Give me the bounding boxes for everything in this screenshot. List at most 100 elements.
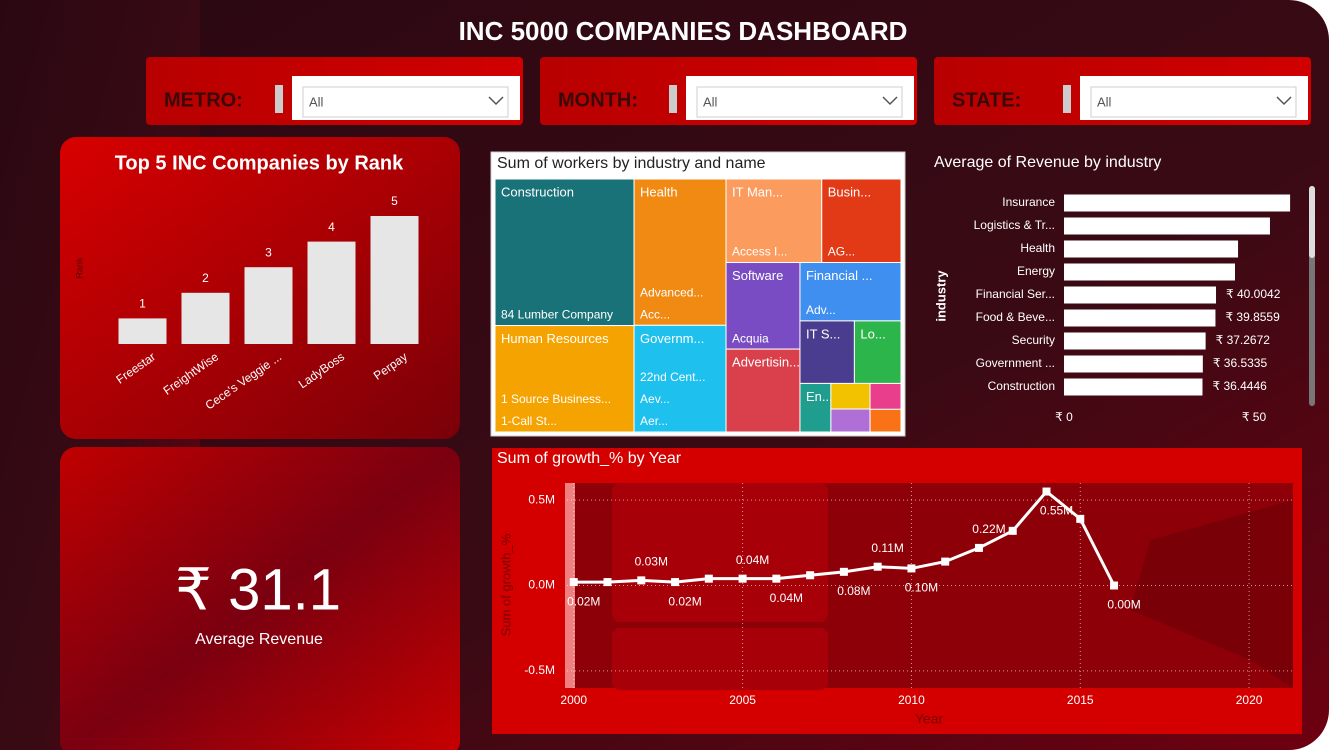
chart-title: Average of Revenue by industry: [934, 154, 1161, 171]
treemap-tile[interactable]: [725, 178, 823, 264]
tile-member: Aev...: [640, 392, 670, 406]
marker[interactable]: [873, 562, 882, 571]
y-axis-title: Rank: [74, 257, 84, 279]
treemap-tile[interactable]: [633, 324, 727, 433]
tile-label: Lo...: [860, 326, 885, 341]
tile-member: Acquia: [732, 331, 769, 345]
treemap-tile[interactable]: [821, 178, 902, 264]
y-tick-label: -0.5M: [524, 663, 555, 677]
data-label: 0.08M: [837, 584, 870, 598]
marker[interactable]: [941, 557, 950, 566]
y-tick-label: 0.0M: [528, 578, 555, 592]
y-tick-label: Insurance: [1002, 195, 1055, 209]
treemap-tile[interactable]: [633, 178, 727, 326]
tile-member: Adv...: [806, 303, 836, 317]
tile-member: Aer...: [640, 414, 668, 428]
data-label: ₹ 39.8559: [1225, 310, 1280, 324]
dashboard-title: INC 5000 COMPANIES DASHBOARD: [459, 16, 908, 46]
marker[interactable]: [1008, 526, 1017, 535]
tile-member: Access I...: [732, 245, 787, 259]
dropdown-value: All: [1097, 94, 1112, 109]
marker[interactable]: [603, 578, 612, 587]
tile-member: 1-Call St...: [501, 414, 557, 428]
dropdown[interactable]: [1090, 86, 1297, 118]
bar: [118, 318, 167, 344]
dropdown-chevron: [1276, 96, 1292, 106]
x-tick-label: ₹ 0: [1055, 410, 1073, 424]
treemap-tile[interactable]: [869, 382, 902, 410]
tile-member: 22nd Cent...: [640, 370, 705, 384]
scrollbar-thumb[interactable]: [1309, 186, 1315, 258]
data-label: 1: [139, 297, 146, 311]
data-label: 0.02M: [567, 594, 600, 608]
marker[interactable]: [1110, 581, 1119, 590]
tile-member: Advanced...: [640, 285, 703, 299]
data-label: ₹ 36.5335: [1213, 356, 1268, 370]
treemap-tile[interactable]: [869, 408, 902, 433]
decor-block: [612, 628, 828, 690]
x-tick-label: 2010: [898, 693, 925, 707]
data-label: 5: [391, 194, 398, 208]
marker[interactable]: [907, 564, 916, 573]
marker[interactable]: [637, 576, 646, 585]
dropdown-chevron: [488, 96, 504, 106]
bar: [1064, 194, 1291, 212]
marker[interactable]: [772, 574, 781, 583]
treemap-tile[interactable]: [725, 348, 801, 433]
marker[interactable]: [806, 571, 815, 580]
bar: [1064, 263, 1235, 281]
decor-shape: [1130, 500, 1293, 688]
tile-label: Health: [640, 184, 678, 199]
data-label: 4: [328, 220, 335, 234]
tile-member: AG...: [828, 245, 855, 259]
bar: [1064, 355, 1203, 373]
chart-title: Top 5 INC Companies by Rank: [115, 152, 404, 174]
tile-label: Busin...: [828, 184, 871, 199]
marker[interactable]: [974, 543, 983, 552]
bar: [1064, 286, 1217, 304]
data-label: 0.55M: [1040, 504, 1073, 518]
marker[interactable]: [671, 578, 680, 587]
dropdown-value: All: [309, 94, 324, 109]
filter-label: MONTH:: [558, 89, 638, 111]
marker[interactable]: [839, 567, 848, 576]
dropdown[interactable]: [302, 86, 509, 118]
data-label: 0.10M: [905, 581, 938, 595]
dropdown[interactable]: [696, 86, 903, 118]
tile-member: 1 Source Business...: [501, 392, 611, 406]
y-tick-label: Security: [1012, 333, 1055, 347]
bar: [1064, 309, 1216, 327]
chart-title: Sum of growth_% by Year: [497, 450, 682, 467]
tile-member: 84 Lumber Company: [501, 308, 613, 322]
filter-handle: [669, 85, 677, 113]
tile-label: En...: [806, 389, 833, 404]
treemap-tile[interactable]: [799, 320, 855, 384]
y-tick-label: 0.5M: [528, 492, 555, 506]
chart-title: Sum of workers by industry and name: [497, 155, 766, 172]
marker[interactable]: [1076, 514, 1085, 523]
treemap-tile[interactable]: [494, 325, 635, 433]
data-label: 0.04M: [770, 591, 803, 605]
kpi-label: Average Revenue: [195, 631, 323, 648]
dropdown-value: All: [703, 94, 718, 109]
data-label: 0.04M: [736, 553, 769, 567]
treemap-tile[interactable]: [830, 382, 871, 410]
treemap-tile[interactable]: [830, 408, 871, 433]
bar: [1064, 332, 1206, 350]
tile-label: IT S...: [806, 326, 840, 341]
tile-label: Governm...: [640, 331, 704, 346]
bar: [307, 241, 356, 344]
dropdown-chevron: [882, 96, 898, 106]
treemap-tile[interactable]: [494, 178, 635, 327]
bar: [1064, 378, 1203, 396]
y-tick-label: Logistics & Tr...: [974, 218, 1055, 232]
tile-label: Advertisin...: [732, 355, 800, 370]
marker[interactable]: [569, 578, 578, 587]
filter-handle: [1063, 85, 1071, 113]
bar: [181, 292, 230, 344]
marker[interactable]: [738, 574, 747, 583]
data-label: 0.22M: [972, 522, 1005, 536]
marker[interactable]: [1042, 487, 1051, 496]
marker[interactable]: [704, 574, 713, 583]
